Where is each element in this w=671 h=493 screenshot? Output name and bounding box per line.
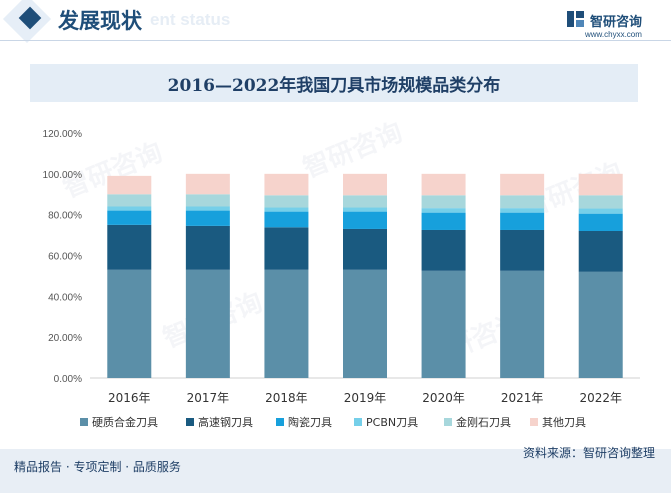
bar-segment: [500, 195, 545, 209]
bar-segment: [264, 211, 309, 228]
x-tick-label: 2022年: [579, 391, 622, 405]
legend-swatch: [80, 418, 88, 426]
bar-segment: [343, 211, 387, 229]
bar-segment: [500, 208, 545, 213]
bar-segment: [343, 207, 387, 212]
bar-segment: [343, 228, 387, 270]
bar-segment: [343, 269, 387, 378]
bar-segment: [578, 213, 623, 231]
bar-segment: [264, 173, 309, 196]
bar-segment: [264, 269, 309, 378]
bar-segment: [578, 208, 623, 214]
bar-segment: [500, 229, 545, 271]
source-note: 资料来源：智研咨询整理: [522, 446, 655, 460]
legend-swatch: [354, 418, 362, 426]
legend-swatch: [276, 418, 284, 426]
bar-segment: [264, 195, 309, 208]
chart-title: 2016—2022年我国刀具市场规模品类分布: [167, 76, 501, 96]
header-divider: [0, 40, 671, 41]
bar-segment: [421, 173, 466, 196]
bar-segment: [185, 194, 230, 207]
page-subtitle: ent status: [150, 10, 231, 29]
bar-segment: [421, 229, 466, 271]
bar-segment: [578, 173, 623, 196]
chart-title-band: [30, 64, 638, 102]
footer-band: [0, 449, 671, 493]
bar-segment: [500, 212, 545, 230]
bar-segment: [343, 173, 387, 196]
legend-label: 高速钢刀具: [198, 415, 253, 429]
y-tick-label: 20.00%: [48, 333, 82, 344]
bar-segment: [421, 195, 466, 209]
bar-segment: [578, 231, 623, 272]
bar-segment: [107, 210, 152, 225]
x-tick-label: 2016年: [108, 391, 151, 405]
bar-segment: [185, 206, 230, 211]
bar-segment: [107, 175, 152, 195]
legend-label: 硬质合金刀具: [92, 415, 158, 429]
y-tick-label: 80.00%: [48, 211, 82, 222]
bar-segment: [578, 271, 623, 378]
x-tick-label: 2018年: [265, 391, 308, 405]
bar-segment: [185, 225, 230, 270]
x-tick-label: 2021年: [501, 391, 544, 405]
y-tick-label: 60.00%: [48, 252, 82, 263]
legend-swatch: [186, 418, 194, 426]
logo-icon: [567, 11, 584, 27]
page-title: 发展现状: [58, 9, 142, 33]
y-tick-label: 40.00%: [48, 292, 82, 303]
bar-segment: [421, 208, 466, 213]
bar-segment: [343, 195, 387, 208]
bar-segment: [107, 206, 152, 211]
y-tick-label: 0.00%: [54, 374, 82, 385]
legend-label: 金刚石刀具: [456, 415, 511, 429]
bar-segment: [107, 269, 152, 378]
bar-segment: [185, 173, 230, 195]
y-tick-label: 120.00%: [43, 129, 83, 140]
x-tick-label: 2020年: [422, 391, 465, 405]
page-header: 发展现状 ent status 智研咨询 www.chyxx.com: [0, 0, 671, 44]
bar-segment: [107, 224, 152, 270]
y-tick-label: 100.00%: [43, 170, 83, 181]
bar-segment: [107, 194, 152, 207]
legend-label: PCBN刀具: [366, 416, 418, 429]
bar-segment: [500, 270, 545, 378]
footer-tagline: 精品报告 · 专项定制 · 品质服务: [14, 460, 181, 474]
bar-segment: [185, 210, 230, 226]
logo-url: www.chyxx.com: [585, 30, 642, 39]
bar-segment: [264, 227, 309, 270]
bar-segment: [185, 269, 230, 378]
legend-swatch: [444, 418, 452, 426]
x-tick-label: 2017年: [187, 391, 230, 405]
legend-swatch: [530, 418, 538, 426]
bar-segment: [500, 173, 545, 196]
x-tick-label: 2019年: [344, 391, 387, 405]
bar-segment: [264, 207, 309, 212]
logo-name: 智研咨询: [590, 15, 643, 30]
bar-segment: [421, 270, 466, 378]
legend-label: 其他刀具: [542, 416, 586, 429]
legend-label: 陶瓷刀具: [288, 415, 332, 429]
bar-segment: [421, 212, 466, 230]
bar-segment: [578, 195, 623, 209]
